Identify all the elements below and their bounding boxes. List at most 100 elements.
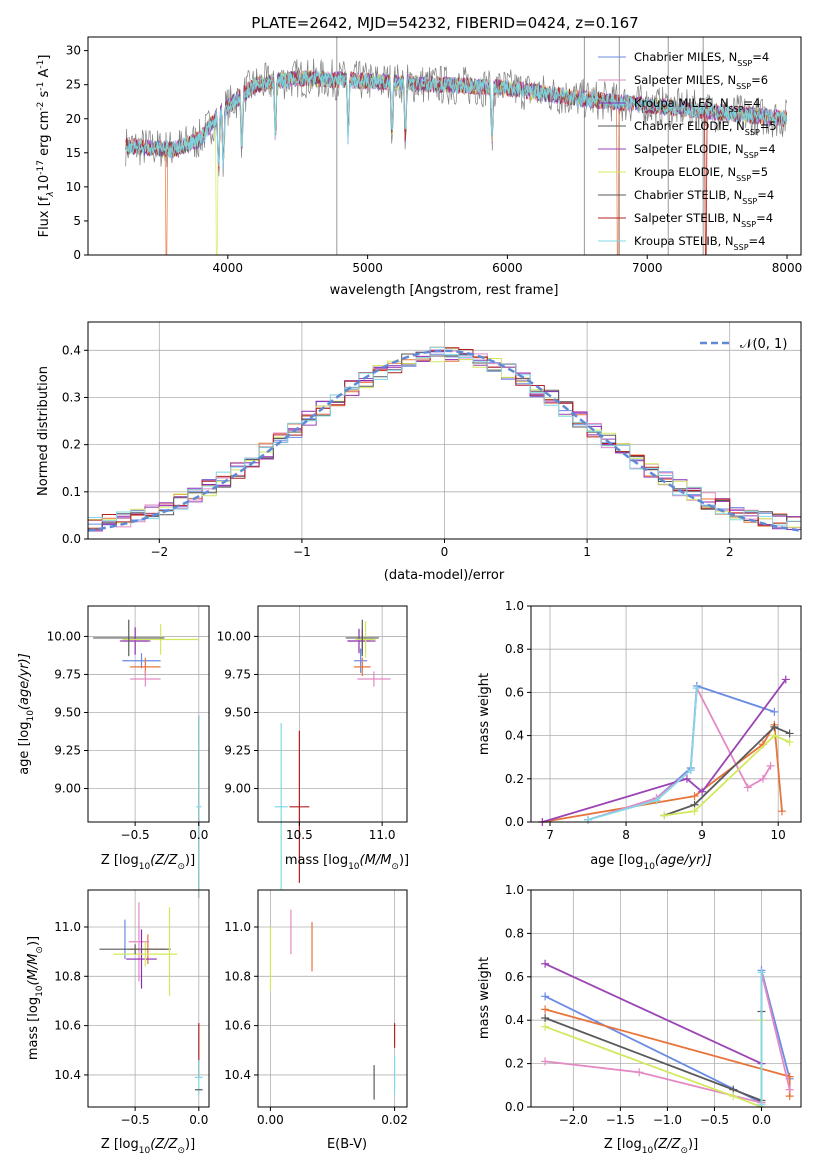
x-tick-label: 8000 — [772, 261, 803, 275]
y-tick-label: 0.0 — [505, 815, 524, 829]
x-tick-label: 4000 — [213, 261, 244, 275]
y-tick-label: 20 — [66, 112, 81, 126]
weight-line-se — [542, 678, 787, 823]
weight-vs-z-panel: −2.0 −1.5 −1.0 −0.5 0.0 0.0 0.2 0.4 0.6 0.8 1.0 Z … — [477, 883, 802, 1156]
weight-marker-ke — [541, 1022, 550, 1031]
y-tick-label: 10 — [66, 180, 81, 194]
x-tick-label: −0.5 — [700, 1113, 729, 1127]
y-tick-label: 11.0 — [54, 920, 81, 934]
weight-line-ks — [587, 688, 698, 821]
y-tick-label: 9.75 — [54, 667, 81, 681]
y-tick-label: 1.0 — [505, 883, 524, 897]
y-tick-label: 10.6 — [224, 1019, 251, 1033]
y-tick-label: 1.0 — [505, 599, 524, 613]
weight-marker-km — [758, 774, 767, 783]
data-marks — [538, 675, 794, 826]
plot-frame — [257, 605, 408, 823]
plot-frame — [87, 605, 210, 823]
y-tick-label: 0.0 — [62, 532, 81, 546]
y-tick-label: 30 — [66, 44, 81, 58]
age-vs-z-plot: −0.5 0.0 9.00 9.25 9.50 9.75 10.00 — [47, 605, 210, 899]
legend-label: Chabrier MILES, NSSP=4 — [634, 50, 769, 68]
data-marks — [93, 619, 202, 899]
mass-vs-z-y-label: mass [log10(M/M⊙)] — [26, 936, 45, 1060]
y-tick-label: 0.2 — [62, 438, 81, 452]
x-tick-label: 1 — [583, 545, 591, 559]
y-tick-label: 0.6 — [505, 970, 524, 984]
y-tick-label: 10.6 — [54, 1019, 81, 1033]
y-tick-label: 0.1 — [62, 485, 81, 499]
weight-marker-ke — [690, 807, 699, 816]
legend-label: Kroupa STELIB, NSSP=4 — [634, 234, 765, 252]
weight-marker-ke — [729, 1092, 738, 1101]
y-tick-label: 10.8 — [54, 969, 81, 983]
x-tick-label: 7 — [546, 828, 554, 842]
weight-marker-ks — [686, 766, 695, 775]
spectrum-panel: PLATE=2642, MJD=54232, FIBERID=0424, z=0… — [36, 14, 802, 298]
weight-vs-z-plot: −2.0 −1.5 −1.0 −0.5 0.0 0.0 0.2 0.4 0.6 0.8 1.0 — [505, 883, 802, 1127]
y-tick-label: 5 — [73, 214, 81, 228]
x-tick-label: −2.0 — [559, 1113, 588, 1127]
weight-vs-age-plot: 7 8 9 10 0.0 0.2 0.4 0.6 0.8 1.0 — [505, 599, 802, 842]
legend-label: Kroupa MILES, NSSP=4 — [634, 96, 760, 114]
x-tick-label: −0.5 — [121, 1113, 150, 1127]
spectrum-plot-area — [125, 37, 788, 256]
weight-line-ke — [663, 734, 790, 817]
x-tick-label: 8 — [622, 828, 630, 842]
weight-vs-age-panel: 7 8 9 10 0.0 0.2 0.4 0.6 0.8 1.0 age [log10(age/y… — [477, 599, 802, 872]
weight-marker-cs — [541, 1014, 550, 1023]
x-tick-label: 9 — [698, 828, 706, 842]
mass-vs-ebv-plot: 0.00 0.02 10.4 10.6 10.8 11.0 — [224, 889, 408, 1127]
weight-line-cs — [544, 1011, 763, 1102]
weight-vs-age-x-label: age [log10(age/yr)] — [590, 853, 712, 872]
y-tick-label: 10.00 — [217, 629, 251, 643]
mass-vs-ebv-panel: 0.00 0.02 10.4 10.6 10.8 11.0 E(B-V) — [224, 889, 408, 1152]
y-tick-label: 0 — [73, 248, 81, 262]
y-tick-label: 9.50 — [54, 705, 81, 719]
x-tick-label: 0.0 — [189, 1113, 208, 1127]
weight-marker-sm — [690, 792, 699, 801]
y-tick-label: 10.4 — [54, 1068, 81, 1082]
y-tick-label: 15 — [66, 146, 81, 160]
weight-marker-ke — [785, 738, 794, 747]
weight-marker-km — [743, 783, 752, 792]
legend-label: Chabrier ELODIE, NSSP=5 — [634, 119, 777, 137]
y-tick-label: 11.0 — [224, 920, 251, 934]
y-tick-label: 9.00 — [224, 782, 251, 796]
age-vs-z-x-label: Z [log10(Z/Z⊙)] — [101, 853, 195, 872]
y-tick-label: 10.8 — [224, 969, 251, 983]
y-tick-label: 0.4 — [505, 729, 524, 743]
data-marks — [541, 959, 794, 1111]
x-tick-label: 2 — [726, 545, 734, 559]
plot-frame — [530, 605, 802, 823]
x-tick-label: −2 — [150, 545, 168, 559]
spectrum-x-label: wavelength [Angstrom, rest frame] — [330, 283, 559, 298]
weight-marker-sm — [777, 807, 786, 816]
x-tick-label: 0.02 — [381, 1113, 408, 1127]
y-tick-label: 0.3 — [62, 390, 81, 404]
x-tick-label: 10.5 — [286, 828, 313, 842]
model-spectrum-overlay — [125, 72, 788, 168]
weight-marker-ks — [757, 968, 766, 977]
weight-marker-cm — [770, 707, 779, 716]
residuals-y-label: Normed distribution — [36, 366, 51, 496]
y-tick-label: 25 — [66, 78, 81, 92]
model-spectrum-ks — [125, 70, 788, 170]
weight-line-cs — [663, 725, 790, 817]
y-tick-label: 9.25 — [54, 744, 81, 758]
weight-marker-ks — [652, 796, 661, 805]
age-vs-z-y-label: age [log10(age/yr)] — [17, 653, 36, 775]
data-marks — [99, 902, 203, 1095]
residuals-x-ticks: −2 −1 0 1 2 — [150, 539, 734, 559]
weight-line-sm — [542, 721, 783, 823]
data-marks — [269, 909, 396, 1100]
y-tick-label: 0.4 — [62, 343, 81, 357]
y-tick-label: 9.50 — [224, 705, 251, 719]
age-vs-mass-x-label: mass [log10(M/M⊙)] — [285, 853, 409, 872]
age-vs-z-panel: −0.5 0.0 9.00 9.25 9.50 9.75 10.00 Z [log10(Z/… — [17, 605, 210, 899]
x-tick-label: 0.00 — [257, 1113, 284, 1127]
data-marks — [274, 619, 391, 891]
weight-marker-se — [698, 787, 707, 796]
weight-marker-km — [785, 1085, 794, 1094]
y-tick-label: 9.25 — [224, 744, 251, 758]
